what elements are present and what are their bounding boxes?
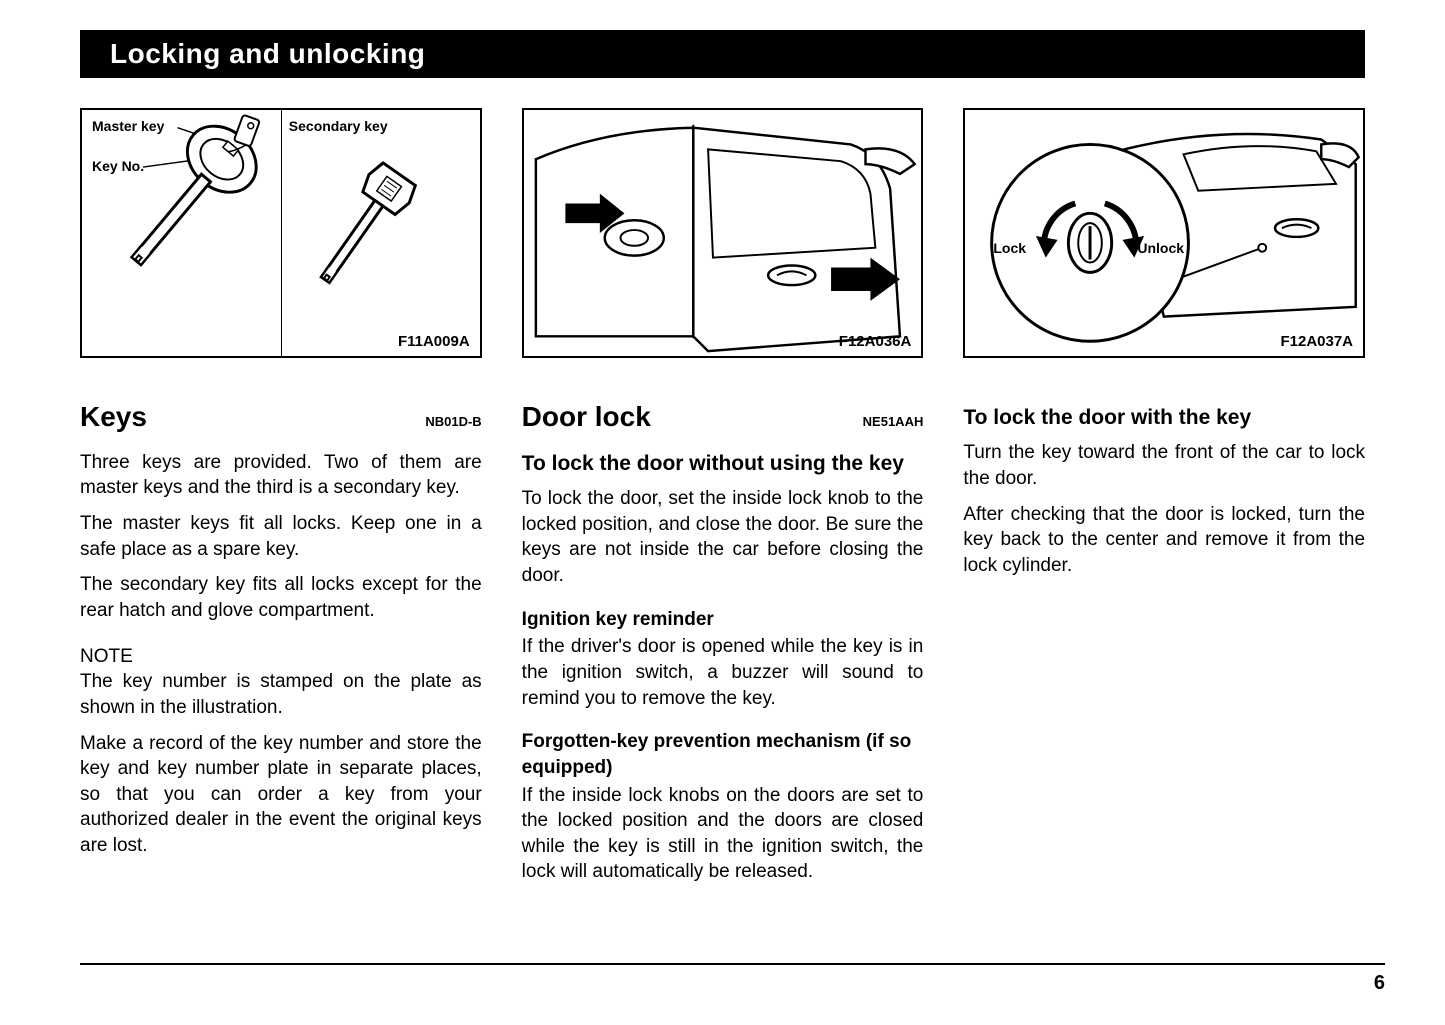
column-2: Door lock NE51AAH To lock the door witho… bbox=[522, 398, 924, 895]
keys-p2: The master keys fit all locks. Keep one … bbox=[80, 511, 482, 562]
section-header-text: Locking and unlocking bbox=[110, 38, 425, 69]
text-columns: Keys NB01D-B Three keys are provided. Tw… bbox=[80, 398, 1365, 895]
withkey-p1: Turn the key toward the front of the car… bbox=[963, 440, 1365, 491]
sub-without-key: To lock the door without using the key bbox=[522, 450, 924, 478]
lock-unlock-illustration bbox=[965, 110, 1363, 356]
doorlock-code: NE51AAH bbox=[863, 413, 924, 431]
figure-keys: Master key Key No. Secondary key F11A009… bbox=[80, 108, 482, 358]
figure-divider bbox=[281, 110, 282, 356]
figures-row: Master key Key No. Secondary key F11A009… bbox=[80, 108, 1365, 358]
keys-p1: Three keys are provided. Two of them are… bbox=[80, 450, 482, 501]
door-open-illustration bbox=[524, 110, 922, 356]
keys-p3: The secondary key fits all locks except … bbox=[80, 572, 482, 623]
doorlock-p1: To lock the door, set the inside lock kn… bbox=[522, 486, 924, 589]
column-3: To lock the door with the key Turn the k… bbox=[963, 398, 1365, 895]
section-header: Locking and unlocking bbox=[80, 30, 1365, 78]
figure-lock-unlock: Lock Unlock F12A037A bbox=[963, 108, 1365, 358]
figure-door-open: F12A036A bbox=[522, 108, 924, 358]
keys-title: Keys bbox=[80, 398, 147, 436]
page-number: 6 bbox=[1374, 972, 1385, 995]
withkey-p2: After checking that the door is locked, … bbox=[963, 502, 1365, 579]
note-p2: Make a record of the key number and stor… bbox=[80, 731, 482, 859]
column-1: Keys NB01D-B Three keys are provided. Tw… bbox=[80, 398, 482, 895]
footer-rule bbox=[80, 963, 1385, 965]
sub-forgotten-key: Forgotten-key prevention mechanism (if s… bbox=[522, 729, 924, 780]
label-lock: Lock bbox=[993, 240, 1026, 256]
sub-ignition-reminder: Ignition key reminder bbox=[522, 607, 924, 633]
note-label: NOTE bbox=[80, 644, 482, 670]
figure-code-2: F12A036A bbox=[839, 333, 912, 350]
label-secondary-key: Secondary key bbox=[289, 118, 388, 134]
doorlock-p3: If the inside lock knobs on the doors ar… bbox=[522, 783, 924, 886]
figure-code-1: F11A009A bbox=[398, 333, 470, 350]
doorlock-p2: If the driver's door is opened while the… bbox=[522, 634, 924, 711]
label-master-key: Master key bbox=[92, 118, 164, 134]
keys-code: NB01D-B bbox=[425, 413, 481, 431]
doorlock-title: Door lock bbox=[522, 398, 651, 436]
sub-with-key: To lock the door with the key bbox=[963, 404, 1365, 432]
label-unlock: Unlock bbox=[1137, 240, 1184, 256]
figure-code-3: F12A037A bbox=[1280, 333, 1353, 350]
label-key-no: Key No. bbox=[92, 158, 144, 174]
note-p1: The key number is stamped on the plate a… bbox=[80, 669, 482, 720]
